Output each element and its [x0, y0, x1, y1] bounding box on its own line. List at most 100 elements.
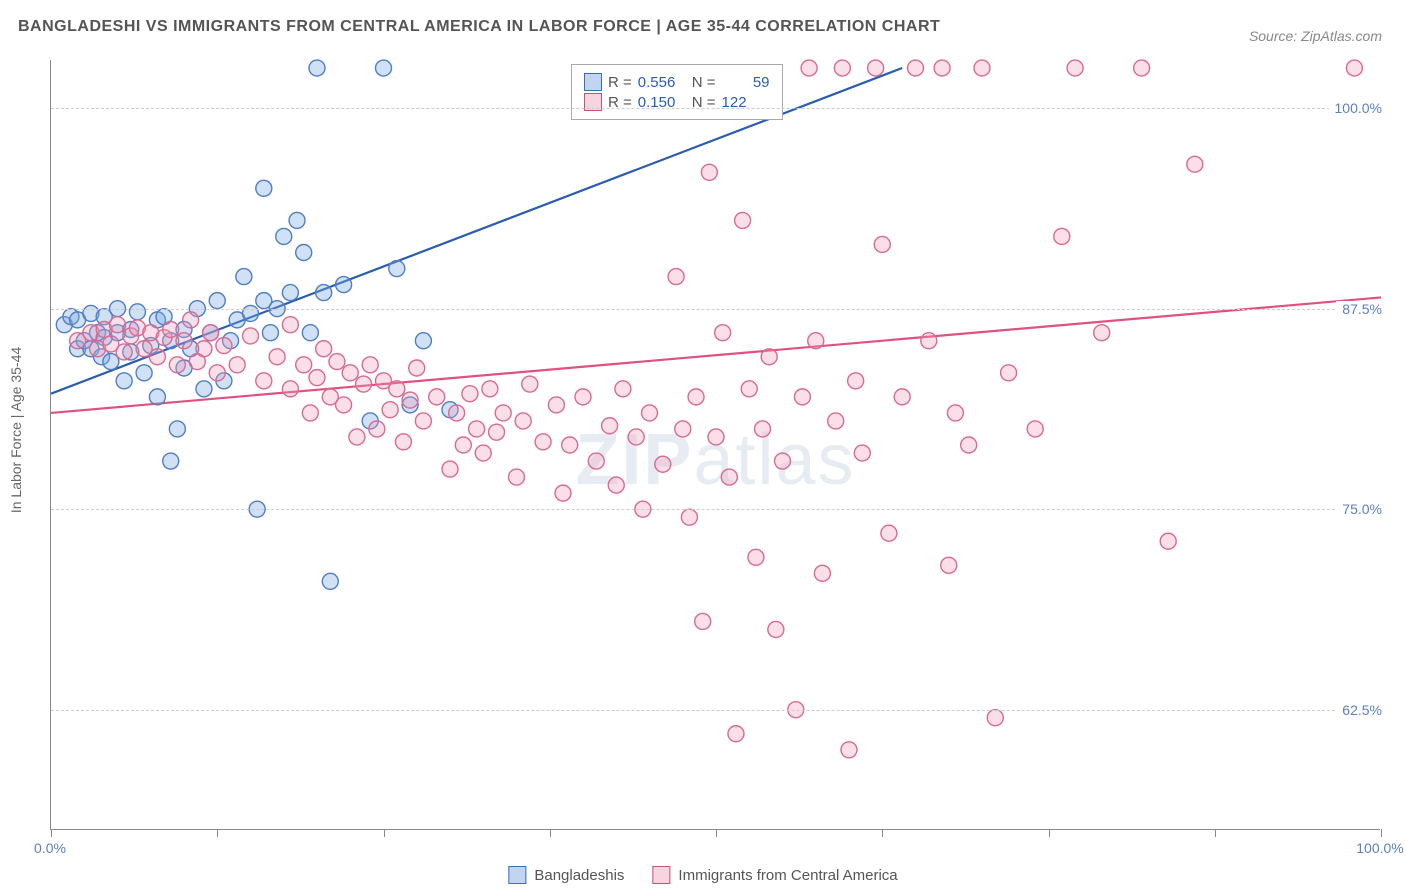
n-label: N = — [692, 74, 716, 91]
data-point — [1054, 228, 1070, 244]
source-credit: Source: ZipAtlas.com — [1249, 28, 1382, 44]
data-point — [276, 228, 292, 244]
r-value-blue: 0.556 — [638, 74, 686, 91]
xtick — [51, 829, 52, 837]
data-point — [409, 360, 425, 376]
data-point — [116, 344, 132, 360]
gridline — [51, 509, 1380, 510]
data-point — [535, 434, 551, 450]
data-point — [136, 365, 152, 381]
data-point — [362, 357, 378, 373]
data-point — [755, 421, 771, 437]
data-point — [482, 381, 498, 397]
data-point — [1027, 421, 1043, 437]
stats-legend: R = 0.556 N = 59 R = 0.150 N = 122 — [571, 64, 783, 120]
data-point — [775, 453, 791, 469]
data-point — [256, 180, 272, 196]
xtick-label: 100.0% — [1356, 840, 1403, 856]
xtick — [550, 829, 551, 837]
data-point — [216, 338, 232, 354]
data-point — [562, 437, 578, 453]
data-point — [941, 557, 957, 573]
bottom-legend: Bangladeshis Immigrants from Central Ame… — [508, 866, 897, 884]
data-point — [1001, 365, 1017, 381]
data-point — [701, 164, 717, 180]
data-point — [848, 373, 864, 389]
legend-item-pink: Immigrants from Central America — [652, 866, 897, 884]
data-point — [296, 357, 312, 373]
data-point — [575, 389, 591, 405]
data-point — [196, 381, 212, 397]
legend-label-blue: Bangladeshis — [534, 867, 624, 884]
data-point — [336, 397, 352, 413]
data-point — [728, 726, 744, 742]
data-point — [342, 365, 358, 381]
data-point — [675, 421, 691, 437]
data-point — [715, 325, 731, 341]
data-point — [681, 509, 697, 525]
data-point — [389, 381, 405, 397]
stats-row-blue: R = 0.556 N = 59 — [584, 73, 770, 91]
data-point — [1094, 325, 1110, 341]
data-point — [828, 413, 844, 429]
data-point — [369, 421, 385, 437]
data-point — [316, 341, 332, 357]
data-point — [974, 60, 990, 76]
data-point — [203, 325, 219, 341]
data-point — [356, 376, 372, 392]
data-point — [229, 357, 245, 373]
blue-swatch-icon — [584, 73, 602, 91]
data-point — [129, 304, 145, 320]
xtick — [384, 829, 385, 837]
data-point — [376, 60, 392, 76]
data-point — [642, 405, 658, 421]
data-point — [449, 405, 465, 421]
data-point — [515, 413, 531, 429]
data-point — [196, 341, 212, 357]
data-point — [282, 317, 298, 333]
chart-title: BANGLADESHI VS IMMIGRANTS FROM CENTRAL A… — [18, 18, 940, 36]
data-point — [442, 461, 458, 477]
data-point — [868, 60, 884, 76]
data-point — [555, 485, 571, 501]
data-point — [282, 285, 298, 301]
pink-swatch-icon — [652, 866, 670, 884]
data-point — [721, 469, 737, 485]
data-point — [163, 453, 179, 469]
data-point — [395, 434, 411, 450]
data-point — [455, 437, 471, 453]
data-point — [209, 365, 225, 381]
xtick — [716, 829, 717, 837]
gridline — [51, 108, 1380, 109]
data-point — [236, 269, 252, 285]
data-point — [183, 312, 199, 328]
data-point — [176, 333, 192, 349]
data-point — [588, 453, 604, 469]
data-point — [302, 325, 318, 341]
data-point — [402, 392, 418, 408]
data-point — [149, 349, 165, 365]
data-point — [735, 212, 751, 228]
data-point — [894, 389, 910, 405]
data-point — [748, 549, 764, 565]
n-value-blue: 59 — [722, 74, 770, 91]
gridline — [51, 710, 1380, 711]
xtick — [217, 829, 218, 837]
plot-area: ZIPatlas R = 0.556 N = 59 R = 0.150 N = … — [50, 60, 1380, 830]
data-point — [655, 456, 671, 472]
y-axis-label: In Labor Force | Age 35-44 — [8, 347, 24, 513]
xtick — [1215, 829, 1216, 837]
data-point — [289, 212, 305, 228]
data-point — [309, 60, 325, 76]
ytick-label: 100.0% — [1329, 100, 1382, 116]
data-point — [296, 245, 312, 261]
data-point — [947, 405, 963, 421]
data-point — [1187, 156, 1203, 172]
data-point — [801, 60, 817, 76]
gridline — [51, 309, 1380, 310]
data-point — [794, 389, 810, 405]
data-point — [462, 386, 478, 402]
data-point — [282, 381, 298, 397]
data-point — [209, 293, 225, 309]
xtick — [1049, 829, 1050, 837]
